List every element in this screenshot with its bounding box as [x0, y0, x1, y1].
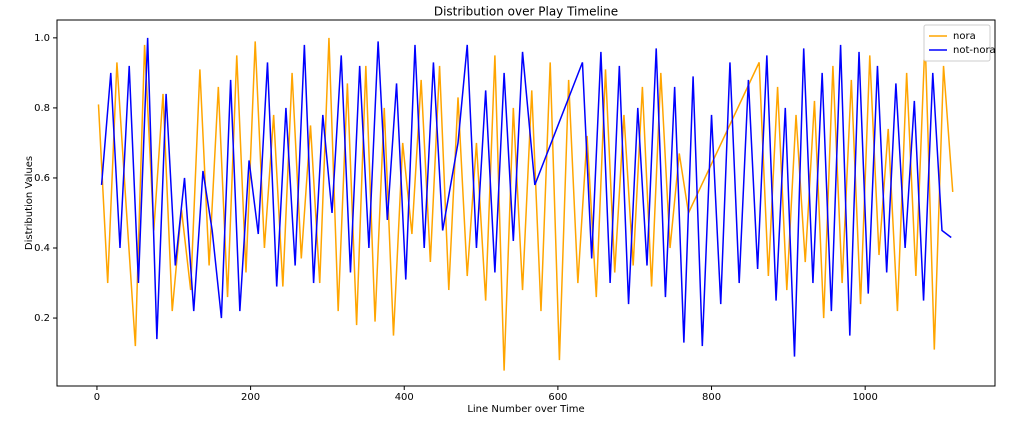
y-tick-label: 0.8: [34, 103, 50, 114]
x-tick-label: 800: [702, 392, 721, 403]
y-tick-label: 0.4: [34, 243, 50, 254]
x-tick-label: 400: [395, 392, 414, 403]
data-line: [97, 37, 954, 371]
data-line: [100, 37, 952, 357]
legend-label: not-nora: [953, 45, 996, 56]
legend-box: [923, 24, 991, 62]
y-tick-label: 0.6: [34, 173, 50, 184]
x-tick-label: 600: [548, 392, 567, 403]
x-axis-label: Line Number over Time: [467, 404, 584, 415]
y-tick-label: 1.0: [34, 33, 50, 44]
y-axis-label: Distribution Values: [24, 156, 35, 250]
x-tick-label: 1000: [852, 392, 877, 403]
x-tick-label: 0: [94, 392, 100, 403]
x-tick-label: 200: [241, 392, 260, 403]
y-tick-label: 0.2: [34, 313, 50, 324]
legend-label: nora: [953, 31, 976, 42]
chart-title: Distribution over Play Timeline: [434, 5, 618, 19]
plot-frame: [56, 19, 996, 387]
